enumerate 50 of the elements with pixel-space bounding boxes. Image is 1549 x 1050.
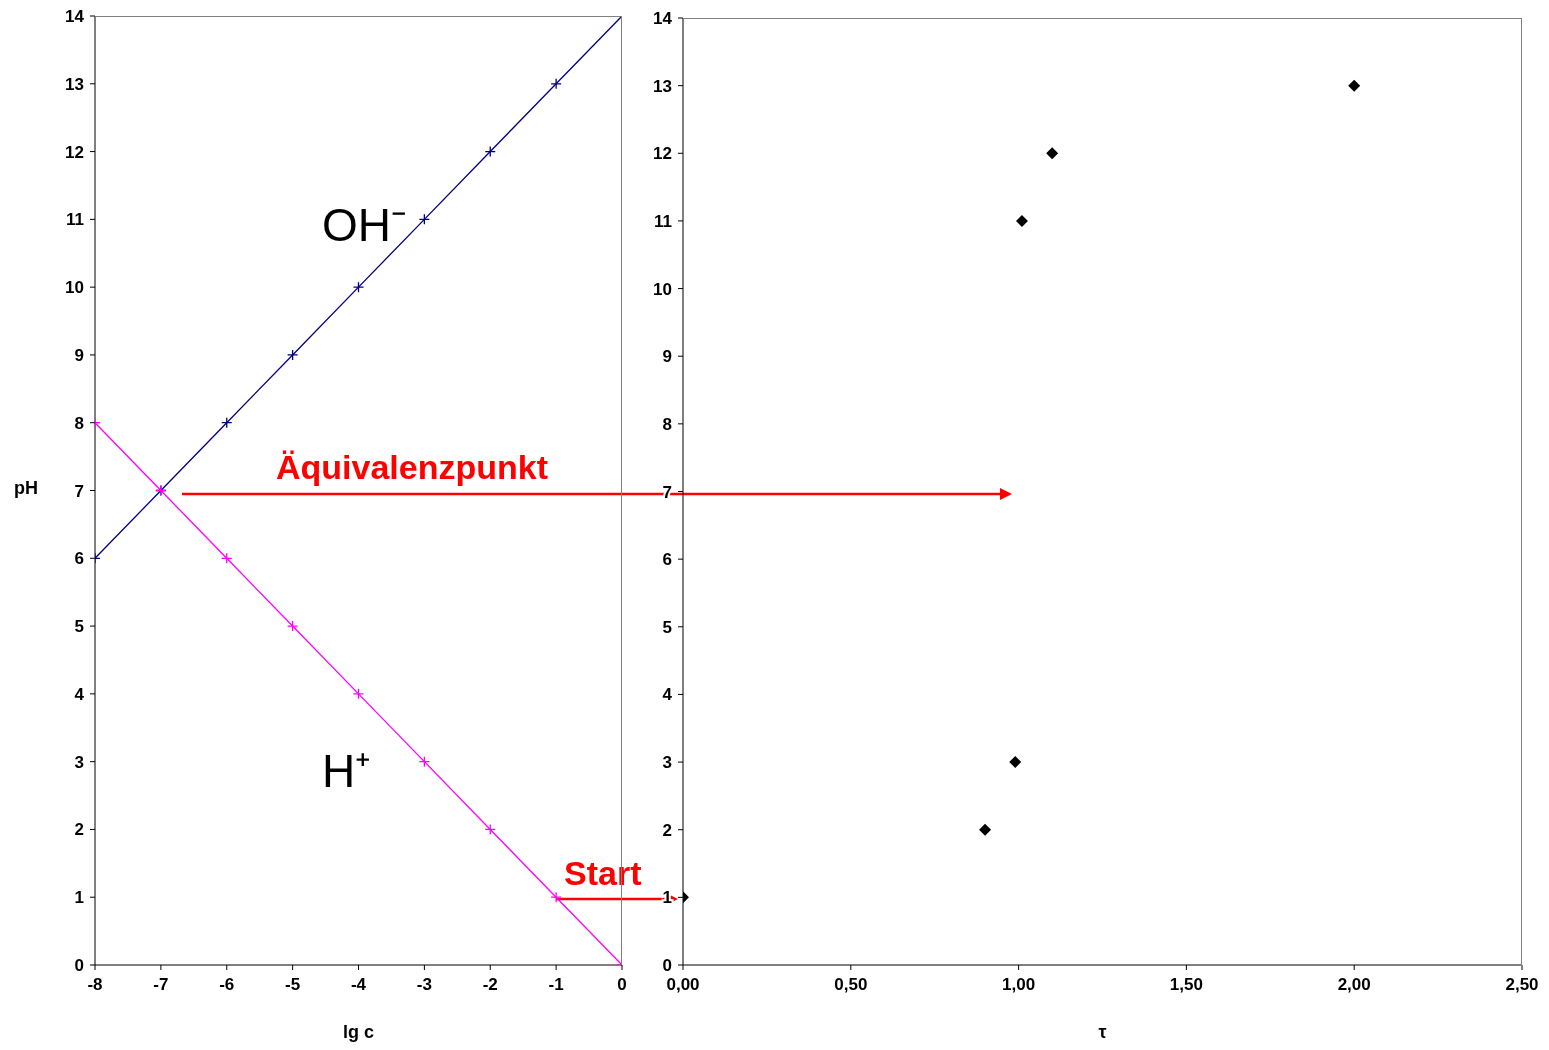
y-tick-label: 5: [662, 617, 672, 637]
x-tick-label: 0: [617, 975, 627, 995]
y-tick-label: 13: [65, 74, 84, 94]
y-tick-label: 0: [74, 956, 84, 976]
series-label: OH⁻: [322, 198, 407, 253]
y-tick-label: 0: [662, 956, 672, 976]
y-tick-label: 6: [74, 549, 84, 569]
y-tick-label: 1: [74, 888, 84, 908]
y-tick-label: 10: [653, 279, 672, 299]
x-tick-label: -7: [153, 975, 169, 995]
x-tick-label: -8: [87, 975, 103, 995]
y-tick-label: 12: [65, 142, 84, 162]
y-tick-label: 14: [65, 7, 85, 27]
y-tick-label: 3: [662, 753, 672, 773]
x-axis-title: lg c: [342, 1022, 375, 1043]
y-tick-label: 2: [74, 820, 84, 840]
x-tick-label: 0,00: [666, 975, 700, 995]
y-tick-label: 8: [662, 414, 672, 434]
x-tick-label: 1,00: [1002, 975, 1036, 995]
y-axis-title: pH: [14, 478, 38, 499]
x-tick-label: -2: [482, 975, 498, 995]
y-tick-label: 6: [662, 550, 672, 570]
x-axis-title: τ: [1097, 1022, 1108, 1043]
y-tick-label: 11: [66, 210, 84, 230]
series-label: H⁺: [322, 744, 372, 799]
x-tick-label: 2,00: [1337, 975, 1371, 995]
y-tick-label: 14: [653, 9, 673, 29]
y-tick-label: 8: [74, 413, 84, 433]
x-tick-label: 0,50: [834, 975, 868, 995]
y-tick-label: 5: [74, 617, 84, 637]
x-tick-label: 2,50: [1505, 975, 1539, 995]
y-tick-label: 2: [662, 820, 672, 840]
annotation: Start: [564, 854, 642, 893]
y-tick-label: 10: [65, 278, 84, 298]
x-tick-label: -6: [219, 975, 235, 995]
y-tick-label: 4: [74, 684, 85, 704]
y-tick-label: 9: [662, 347, 672, 367]
y-tick-label: 3: [74, 752, 84, 772]
x-tick-label: -5: [285, 975, 301, 995]
x-tick-label: -3: [416, 975, 432, 995]
y-tick-label: 11: [654, 211, 672, 231]
annotation: Äquivalenzpunkt: [276, 448, 549, 487]
x-tick-label: -1: [548, 975, 564, 995]
y-tick-label: 12: [653, 144, 672, 164]
y-tick-label: 7: [74, 481, 84, 501]
y-tick-label: 4: [662, 685, 673, 705]
y-tick-label: 9: [74, 345, 84, 365]
y-tick-label: 13: [653, 76, 672, 96]
x-tick-label: 1,50: [1169, 975, 1203, 995]
x-tick-label: -4: [350, 975, 367, 995]
